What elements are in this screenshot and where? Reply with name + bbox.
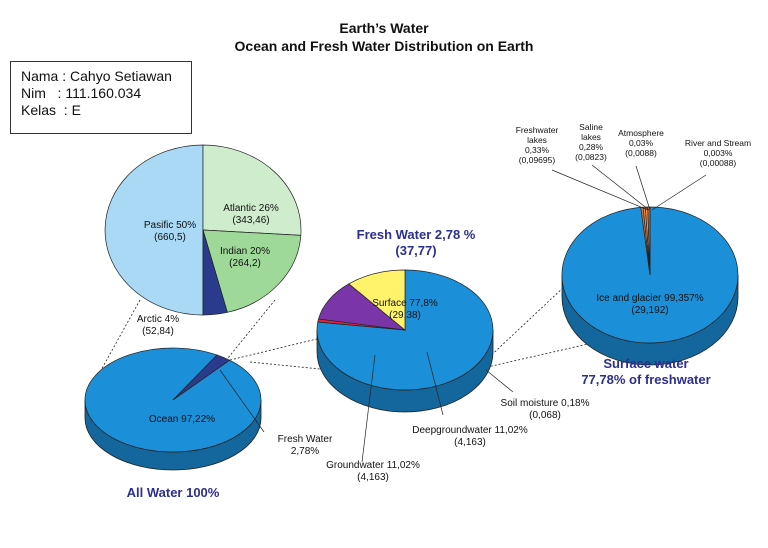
- slice-label-0-0: Ocean 97,22%: [149, 414, 215, 425]
- leader-line-0: [551, 169, 649, 211]
- leader-line-1: [591, 164, 650, 211]
- info-nama: Nama : Cahyo Setiawan: [21, 68, 172, 84]
- caption-surface-water: Surface water 77,78% of freshwater: [581, 356, 710, 387]
- caption-all-water: All Water 100%: [127, 485, 220, 500]
- info-nim: Nim : 111.160.034: [21, 85, 142, 101]
- slice-label-1-3: Arctic 4% (52,84): [137, 314, 179, 337]
- slice-label-3-1: Freshwater lakes 0,33% (0,09695): [516, 125, 559, 165]
- leader-line-7: [219, 369, 265, 433]
- slice-label-3-0: Ice and glacier 99,357% (29,192): [596, 293, 703, 316]
- caption-fresh-water: Fresh Water 2,78 % (37,77): [357, 227, 476, 258]
- info-kelas: Kelas : E: [21, 102, 81, 118]
- leader-line-3: [651, 174, 707, 211]
- slice-label-2-0: Surface 77,8% (29,38): [372, 298, 438, 321]
- slice-label-2-2: Deepgroundwater 11,02% (4,163): [412, 425, 528, 448]
- slice-label-3-2: Saline lakes 0,28% (0,0823): [575, 122, 607, 162]
- ocean-pie-slice-2: [202, 229, 302, 313]
- slice-label-1-1: Atlantic 26% (343,46): [223, 203, 279, 226]
- chart-title-line1: Earth’s Water: [339, 20, 429, 36]
- slice-label-1-0: Pasific 50% (660,5): [144, 220, 196, 243]
- slice-label-0-1: Fresh Water 2,78%: [278, 434, 333, 457]
- ocean-pie-slice-1: [202, 144, 302, 236]
- slice-label-1-2: Indian 20% (264,2): [220, 246, 270, 269]
- ocean-pie-slice-0: [104, 144, 204, 316]
- slice-label-2-3: Groundwater 11,02% (4,163): [326, 460, 420, 483]
- fresh-water-pie-slice-3: [348, 269, 406, 331]
- slice-label-3-3: Atmosphere 0,03% (0,0088): [618, 128, 664, 158]
- leader-line-5: [426, 351, 444, 416]
- leader-line-4: [485, 369, 514, 393]
- student-info-box: Nama : Cahyo Setiawan Nim : 111.160.034 …: [10, 61, 192, 134]
- ocean-pie-slice-3: [202, 229, 228, 316]
- slice-label-3-4: River and Stream 0,003% (0,00088): [685, 138, 751, 168]
- leader-line-6: [361, 354, 376, 463]
- chart-title-line2: Ocean and Fresh Water Distribution on Ea…: [235, 38, 534, 54]
- connector-line-1: [227, 299, 276, 359]
- all-water-pie-slice-1: [172, 354, 231, 401]
- slice-label-2-1: Soil moisture 0,18% (0,068): [501, 398, 590, 421]
- leader-line-2: [635, 165, 651, 211]
